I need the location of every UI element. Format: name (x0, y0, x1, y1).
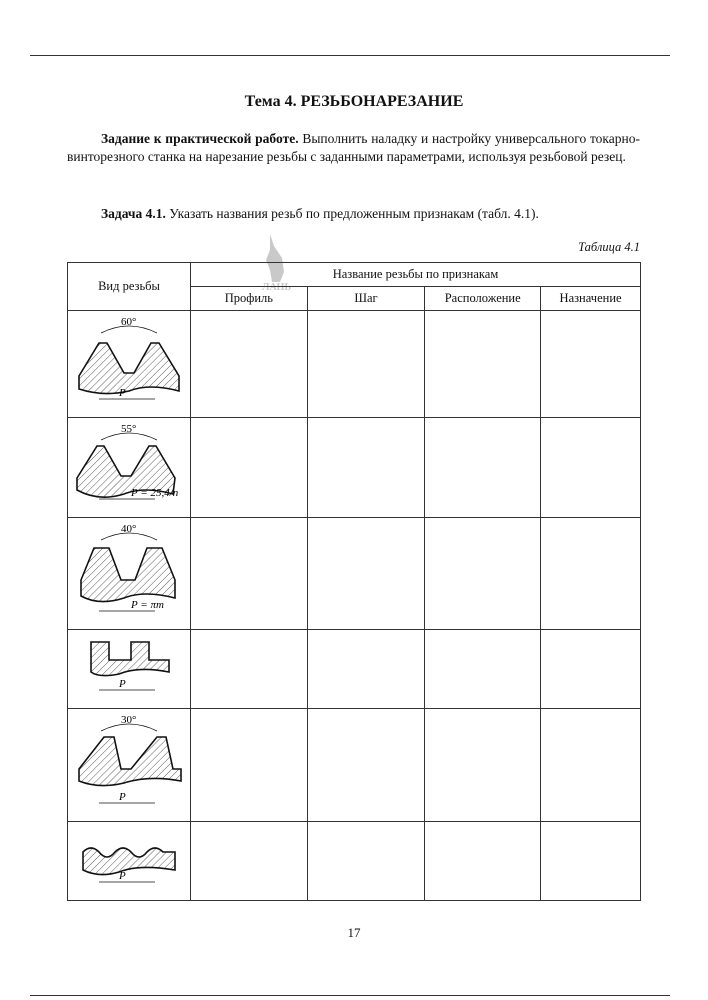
pitch-label: P (118, 678, 126, 690)
table-row: 30° P (67, 708, 641, 822)
thread-profile-diagram: 40° P = πm (80, 523, 176, 612)
answer-cell-location[interactable] (424, 708, 542, 822)
angle-label: 30° (121, 714, 136, 726)
thread-section (80, 547, 176, 603)
answer-cell-purpose[interactable] (540, 708, 641, 822)
thread-section (78, 342, 180, 395)
bottom-rule (30, 995, 670, 996)
angle-arc (100, 532, 158, 541)
answer-cell-location[interactable] (424, 417, 542, 518)
answer-cell-location[interactable] (424, 517, 542, 630)
table-subheader-row: Профиль Шаг Расположение Назначение (68, 286, 641, 311)
answer-cell-profile[interactable] (189, 629, 308, 709)
thread-section (78, 736, 182, 787)
answer-cell-profile[interactable] (189, 821, 308, 901)
thread-kind-cell: 60° P (67, 310, 191, 418)
answer-cell-purpose[interactable] (540, 517, 641, 630)
header-purpose: Назначение (540, 286, 641, 311)
header-profile: Профиль (189, 286, 308, 311)
pitch-label: P = 25,4/n (130, 487, 179, 499)
answer-cell-purpose[interactable] (540, 417, 641, 518)
page-number: 17 (347, 925, 361, 940)
answer-cell-purpose[interactable] (540, 310, 641, 418)
answer-cell-pitch[interactable] (306, 417, 426, 518)
pitch-label: P (118, 791, 126, 803)
answer-cell-pitch[interactable] (306, 629, 426, 709)
angle-arc (100, 723, 158, 732)
header-kind: Вид резьбы (67, 262, 191, 311)
thread-table: Вид резьбы Название резьбы по признакам … (67, 262, 642, 901)
thread-kind-cell: P (67, 821, 191, 901)
answer-cell-pitch[interactable] (306, 821, 426, 901)
header-group: Название резьбы по признакам (189, 262, 642, 287)
answer-cell-location[interactable] (424, 629, 542, 709)
table-caption: Таблица 4.1 (578, 240, 640, 254)
subtask-paragraph: Задача 4.1. Указать названия резьб по пр… (101, 206, 539, 222)
pitch-label: P = πm (130, 599, 164, 611)
table-row: P (67, 821, 641, 901)
top-rule (30, 55, 670, 56)
task-text: Выполнить наладку и настройку универсаль… (67, 131, 640, 164)
angle-label: 55° (121, 423, 136, 435)
answer-cell-location[interactable] (424, 821, 542, 901)
thread-kind-cell: P (67, 629, 191, 709)
answer-cell-profile[interactable] (189, 417, 308, 518)
header-location: Расположение (424, 286, 542, 311)
thread-kind-cell: 55° P = 25,4/n (67, 417, 191, 518)
thread-section (76, 445, 176, 498)
answer-cell-profile[interactable] (189, 517, 308, 630)
table-row: 55° P = 25,4/n (67, 417, 641, 518)
thread-section (82, 847, 176, 876)
thread-profile-diagram: 30° P (78, 714, 182, 804)
angle-label: 60° (121, 316, 136, 328)
subtask-label: Задача 4.1. (101, 206, 166, 221)
answer-cell-location[interactable] (424, 310, 542, 418)
angle-label: 40° (121, 523, 136, 535)
thread-profile-diagram: 60° P (78, 316, 180, 400)
task-label: Задание к практической работе. (101, 131, 299, 146)
thread-profile-diagram: P (82, 847, 176, 883)
answer-cell-pitch[interactable] (306, 517, 426, 630)
task-paragraph: Задание к практической работе. Выполнить… (67, 130, 640, 166)
thread-kind-cell: 40° P = πm (67, 517, 191, 630)
pitch-label: P (118, 387, 126, 399)
table-row: 60° P (67, 310, 641, 418)
pitch-label: P (118, 870, 126, 882)
thread-kind-cell: 30° P (67, 708, 191, 822)
thread-section (90, 641, 170, 677)
answer-cell-pitch[interactable] (306, 310, 426, 418)
table-row: P (67, 629, 641, 709)
thread-profile-diagram: 55° P = 25,4/n (76, 423, 179, 500)
thread-profile-diagram: P (90, 641, 170, 691)
header-pitch: Шаг (306, 286, 426, 311)
angle-arc (100, 325, 158, 334)
angle-arc (100, 432, 158, 441)
answer-cell-profile[interactable] (189, 310, 308, 418)
answer-cell-purpose[interactable] (540, 629, 641, 709)
page-title: Тема 4. РЕЗЬБОНАРЕЗАНИЕ (244, 93, 464, 110)
answer-cell-profile[interactable] (189, 708, 308, 822)
table-header-row: Вид резьбы Название резьбы по признакам (67, 262, 642, 311)
answer-cell-purpose[interactable] (540, 821, 641, 901)
table-row: 40° P = πm (67, 517, 641, 630)
answer-cell-pitch[interactable] (306, 708, 426, 822)
subtask-text: Указать названия резьб по предложенным п… (165, 206, 539, 221)
